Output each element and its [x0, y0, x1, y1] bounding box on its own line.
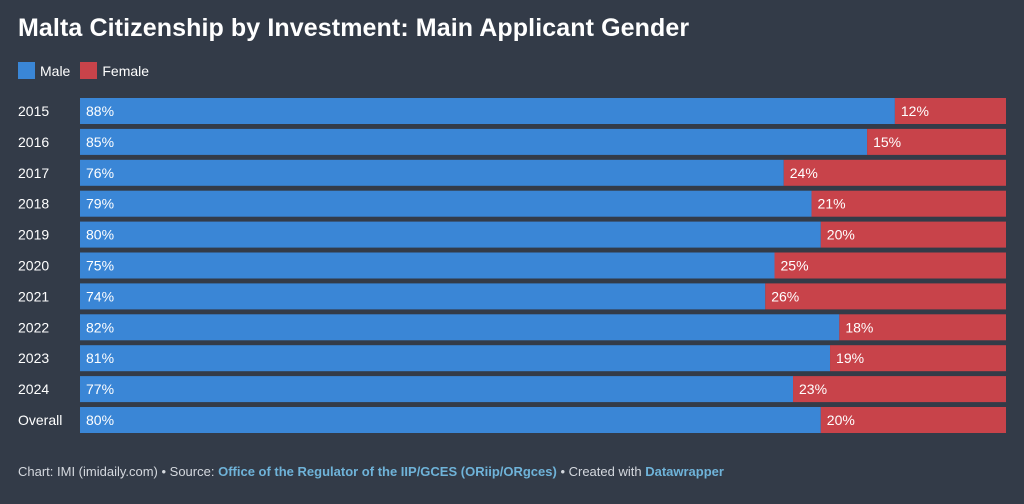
category-label-2021: 2021: [18, 288, 49, 304]
bar-male-overall: [80, 407, 821, 433]
data-label-female-2024: 23%: [799, 381, 827, 397]
legend-label-female: Female: [102, 62, 150, 79]
bar-female-2017: [783, 159, 1006, 186]
category-label-2017: 2017: [18, 165, 49, 181]
data-label-female-overall: 20%: [827, 412, 855, 428]
bar-male-2023: [80, 345, 831, 372]
bar-male-2017: [80, 159, 784, 186]
footer-credit: Chart: IMI (imidaily.com) • Source:: [18, 464, 219, 479]
bar-female-2018: [811, 190, 1006, 217]
data-label-male-2024: 77%: [86, 381, 114, 397]
chart-title: Malta Citizenship by Investment: Main Ap…: [18, 14, 690, 42]
category-label-2022: 2022: [18, 319, 49, 335]
data-label-male-overall: 80%: [86, 412, 114, 428]
bar-female-2024: [793, 376, 1006, 403]
data-label-female-2019: 20%: [827, 227, 855, 243]
chart-legend: Male Female: [18, 62, 159, 79]
bar-female-overall: [820, 407, 1006, 433]
data-label-male-2022: 82%: [86, 319, 114, 335]
data-label-male-2018: 79%: [86, 196, 114, 212]
data-label-male-2019: 80%: [86, 227, 114, 243]
data-label-female-2020: 25%: [781, 258, 809, 274]
bar-female-2023: [830, 345, 1006, 372]
legend-swatch-female: [80, 62, 98, 79]
data-label-male-2021: 74%: [86, 288, 114, 304]
data-label-male-2015: 88%: [86, 103, 114, 119]
bar-male-2022: [80, 314, 840, 341]
footer-created: • Created with: [556, 464, 646, 479]
bar-female-2022: [839, 314, 1006, 341]
data-label-male-2017: 76%: [86, 165, 114, 181]
category-label-2024: 2024: [18, 381, 49, 397]
bar-male-2024: [80, 376, 794, 403]
bar-male-2021: [80, 283, 766, 310]
data-label-male-2020: 75%: [86, 258, 114, 274]
data-label-female-2017: 24%: [790, 165, 818, 181]
bar-female-2019: [820, 221, 1006, 248]
legend-item-female: Female: [80, 62, 149, 79]
data-label-female-2018: 21%: [818, 196, 846, 212]
category-label-2019: 2019: [18, 227, 49, 243]
bar-male-2019: [80, 221, 821, 248]
bar-female-2016: [867, 128, 1006, 155]
data-label-female-2023: 19%: [836, 350, 864, 366]
legend-swatch-male: [18, 62, 35, 79]
data-label-female-2022: 18%: [845, 319, 873, 335]
data-label-female-2016: 15%: [873, 134, 901, 150]
category-label-2018: 2018: [18, 196, 49, 212]
category-label-2023: 2023: [18, 350, 49, 366]
bar-male-2016: [80, 128, 868, 155]
source-link[interactable]: Office of the Regulator of the IIP/GCES …: [218, 464, 557, 479]
category-label-2016: 2016: [18, 134, 49, 150]
bar-female-2021: [765, 283, 1006, 310]
chart-footer: Chart: IMI (imidaily.com) • Source: Offi…: [18, 464, 724, 479]
datawrapper-link[interactable]: Datawrapper: [645, 464, 724, 479]
bar-male-2015: [80, 98, 895, 124]
data-label-male-2016: 85%: [86, 134, 114, 150]
bar-male-2018: [80, 190, 812, 217]
bar-female-2020: [774, 252, 1006, 279]
legend-label-male: Male: [40, 62, 71, 79]
category-label-2020: 2020: [18, 258, 49, 274]
data-label-male-2023: 81%: [86, 350, 114, 366]
category-label-2015: 2015: [18, 103, 49, 119]
category-label-overall: Overall: [18, 412, 62, 428]
legend-item-male: Male: [18, 62, 70, 79]
bar-male-2020: [80, 252, 775, 279]
bar-female-2015: [894, 98, 1006, 124]
data-label-female-2021: 26%: [771, 288, 799, 304]
data-label-female-2015: 12%: [901, 103, 929, 119]
